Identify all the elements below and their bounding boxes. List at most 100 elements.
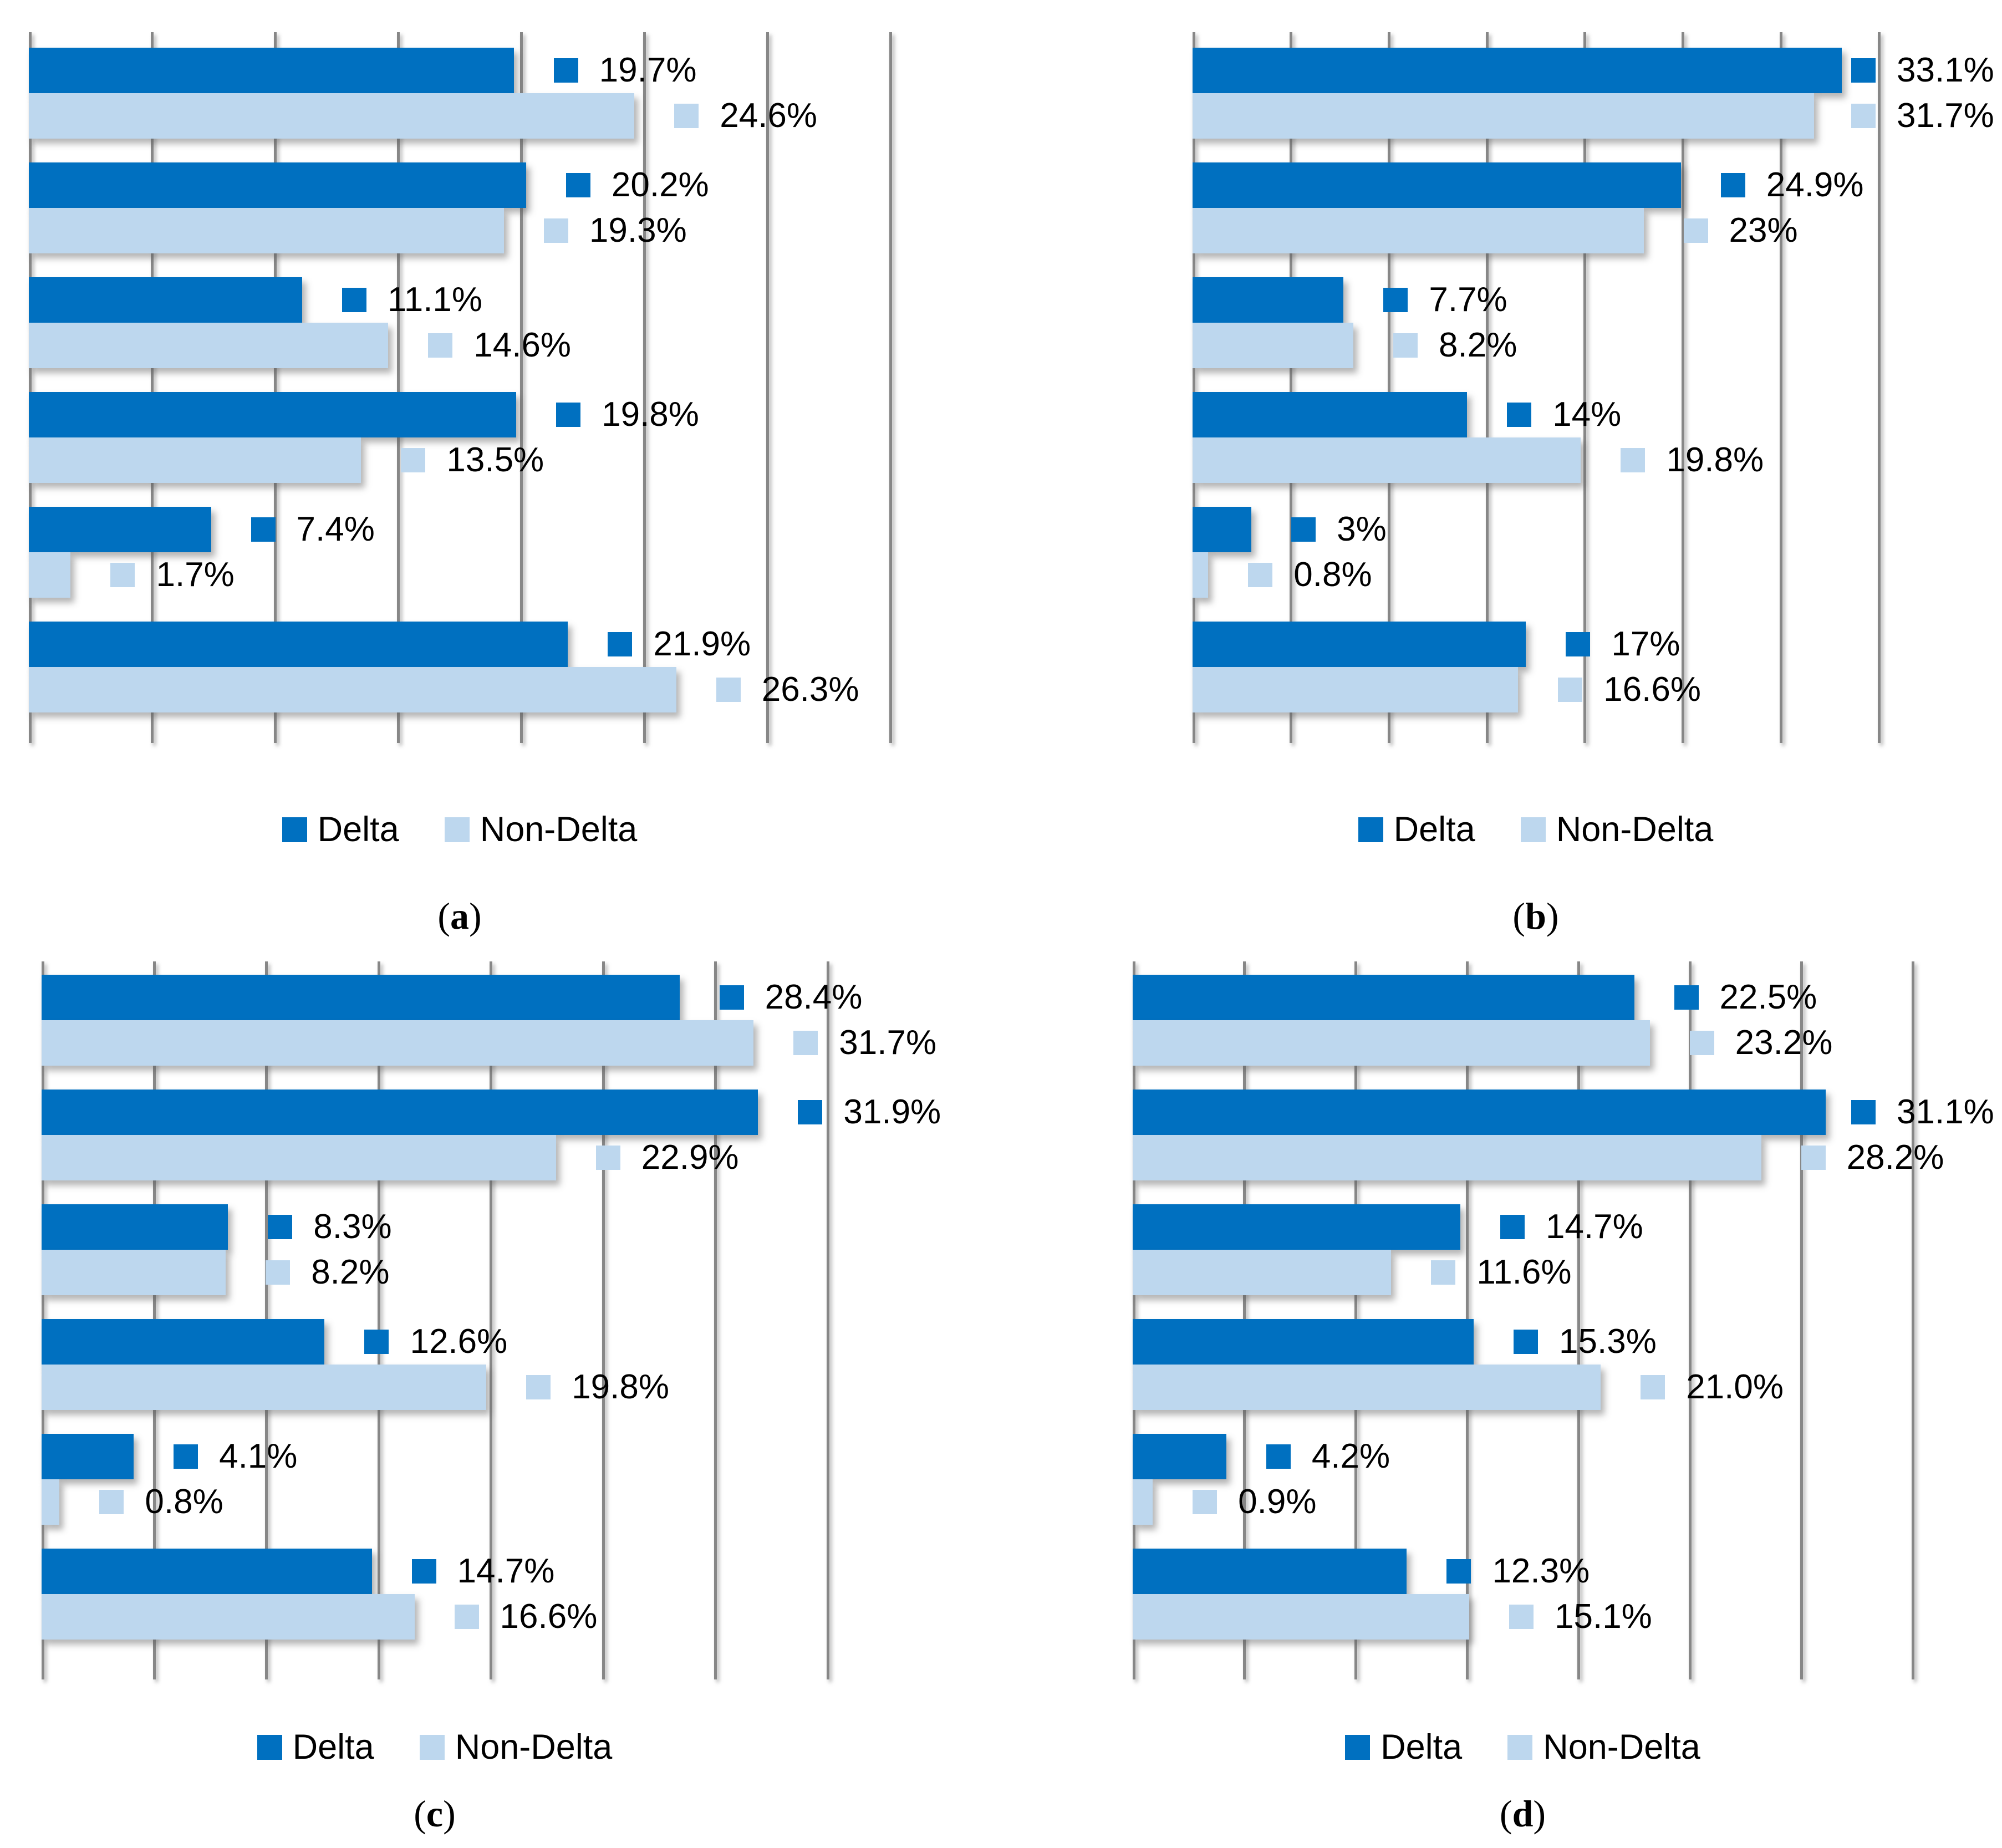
panel-caption: (a) bbox=[437, 895, 482, 938]
label-marker-icon bbox=[251, 517, 276, 542]
gridline bbox=[377, 961, 380, 1679]
data-label: 15.1% bbox=[1509, 1594, 1652, 1640]
data-label-text: 21.0% bbox=[1686, 1368, 1784, 1406]
label-marker-icon bbox=[266, 1260, 291, 1285]
label-marker-icon bbox=[556, 403, 581, 427]
legend-label: Delta bbox=[292, 1728, 374, 1766]
label-marker-icon bbox=[342, 288, 366, 312]
data-label: 8.3% bbox=[268, 1204, 392, 1250]
bar-non-delta bbox=[42, 1250, 226, 1295]
data-label: 1.7% bbox=[110, 552, 235, 598]
data-label: 24.9% bbox=[1720, 162, 1864, 208]
label-marker-icon bbox=[1291, 517, 1316, 542]
data-label-text: 14.7% bbox=[1545, 1208, 1643, 1246]
label-marker-icon bbox=[1383, 288, 1408, 312]
data-label-text: 31.7% bbox=[839, 1024, 937, 1062]
data-label-text: 17% bbox=[1611, 625, 1680, 663]
data-label: 14.6% bbox=[428, 323, 571, 368]
legend-item-non-delta: Non-Delta bbox=[1507, 1727, 1700, 1767]
data-label: 16.6% bbox=[1558, 667, 1701, 712]
data-label-text: 26.3% bbox=[761, 670, 859, 709]
bar-delta bbox=[42, 1549, 372, 1594]
data-label: 4.1% bbox=[174, 1434, 297, 1479]
chart-panel-a: 19.7% 24.6% 20.2% 19.3% 11.1% 14.6% 19.8% 13.5%… bbox=[0, 0, 1001, 958]
label-marker-icon bbox=[793, 1031, 818, 1055]
label-marker-icon bbox=[99, 1490, 124, 1514]
data-label: 13.5% bbox=[401, 437, 544, 483]
data-label-text: 16.6% bbox=[1603, 670, 1701, 709]
bar-non-delta bbox=[42, 1135, 556, 1180]
data-label: 11.1% bbox=[342, 277, 482, 323]
label-marker-icon bbox=[1801, 1146, 1826, 1170]
bar-non-delta bbox=[1133, 1365, 1601, 1410]
bar-delta bbox=[1193, 622, 1526, 667]
bar-delta bbox=[1133, 975, 1634, 1020]
legend-swatch-icon bbox=[1520, 817, 1546, 842]
data-label-text: 8.3% bbox=[313, 1208, 392, 1246]
gridline bbox=[1485, 32, 1489, 743]
data-label-text: 14.6% bbox=[473, 326, 572, 364]
bar-non-delta bbox=[42, 1365, 487, 1410]
data-label: 19.3% bbox=[543, 208, 687, 253]
gridline bbox=[714, 961, 717, 1679]
legend: Delta Non-Delta bbox=[1193, 810, 1879, 849]
data-label-text: 7.4% bbox=[296, 510, 375, 548]
label-marker-icon bbox=[1720, 173, 1745, 197]
data-label: 31.7% bbox=[793, 1020, 936, 1066]
bar-non-delta bbox=[29, 667, 676, 712]
data-label-text: 31.1% bbox=[1897, 1093, 1994, 1131]
gridline bbox=[1689, 961, 1692, 1679]
data-label-text: 28.4% bbox=[765, 978, 863, 1016]
gridline bbox=[150, 32, 154, 743]
label-marker-icon bbox=[1566, 632, 1591, 656]
data-label: 0.8% bbox=[99, 1479, 223, 1525]
legend-item-delta: Delta bbox=[1358, 810, 1475, 849]
data-label: 14% bbox=[1507, 392, 1621, 437]
label-marker-icon bbox=[110, 563, 135, 587]
panel-caption-letter: c bbox=[426, 1793, 444, 1835]
bar-delta bbox=[29, 622, 568, 667]
data-label: 31.1% bbox=[1851, 1090, 1994, 1135]
data-label: 14.7% bbox=[1500, 1204, 1643, 1250]
bar-non-delta bbox=[1193, 667, 1519, 712]
data-label-text: 31.7% bbox=[1897, 96, 1994, 135]
gridline bbox=[827, 961, 829, 1679]
gridline bbox=[602, 961, 605, 1679]
data-label-text: 8.2% bbox=[1439, 326, 1517, 364]
data-label-text: 19.8% bbox=[602, 395, 699, 434]
bar-delta bbox=[29, 277, 302, 323]
data-label: 17% bbox=[1566, 622, 1680, 667]
gridline bbox=[1912, 961, 1914, 1679]
data-label: 22.9% bbox=[595, 1135, 739, 1180]
gridline bbox=[889, 32, 892, 743]
bar-non-delta bbox=[42, 1479, 60, 1525]
label-marker-icon bbox=[428, 333, 453, 358]
data-label: 3% bbox=[1291, 507, 1387, 552]
bar-non-delta bbox=[29, 437, 361, 483]
bar-non-delta bbox=[1133, 1020, 1650, 1066]
label-marker-icon bbox=[595, 1146, 620, 1170]
data-label: 19.8% bbox=[1621, 437, 1764, 483]
bar-delta bbox=[29, 507, 211, 552]
legend-label: Delta bbox=[317, 810, 399, 849]
data-label: 26.3% bbox=[716, 667, 859, 712]
bar-non-delta bbox=[29, 552, 71, 598]
legend-label: Delta bbox=[1380, 1728, 1463, 1766]
bar-delta bbox=[42, 1090, 758, 1135]
legend-swatch-icon bbox=[1507, 1734, 1533, 1760]
bar-non-delta bbox=[29, 93, 635, 139]
data-label: 31.9% bbox=[798, 1090, 941, 1135]
data-label: 8.2% bbox=[1393, 323, 1517, 368]
gridline bbox=[766, 32, 769, 743]
legend-label: Non-Delta bbox=[480, 810, 638, 849]
bar-delta bbox=[1193, 277, 1344, 323]
data-label: 12.6% bbox=[364, 1319, 507, 1365]
panel-caption-letter: d bbox=[1512, 1793, 1534, 1835]
bar-delta bbox=[1133, 1090, 1826, 1135]
data-label: 31.7% bbox=[1851, 93, 1994, 139]
data-label-text: 33.1% bbox=[1897, 51, 1994, 89]
bars-layer: 28.4% 31.7% 31.9% 22.9% 8.3% 8.2% 12.6% 19.8% 4.… bbox=[42, 975, 941, 1679]
legend-swatch-icon bbox=[282, 817, 307, 842]
data-label-text: 11.6% bbox=[1476, 1253, 1572, 1291]
